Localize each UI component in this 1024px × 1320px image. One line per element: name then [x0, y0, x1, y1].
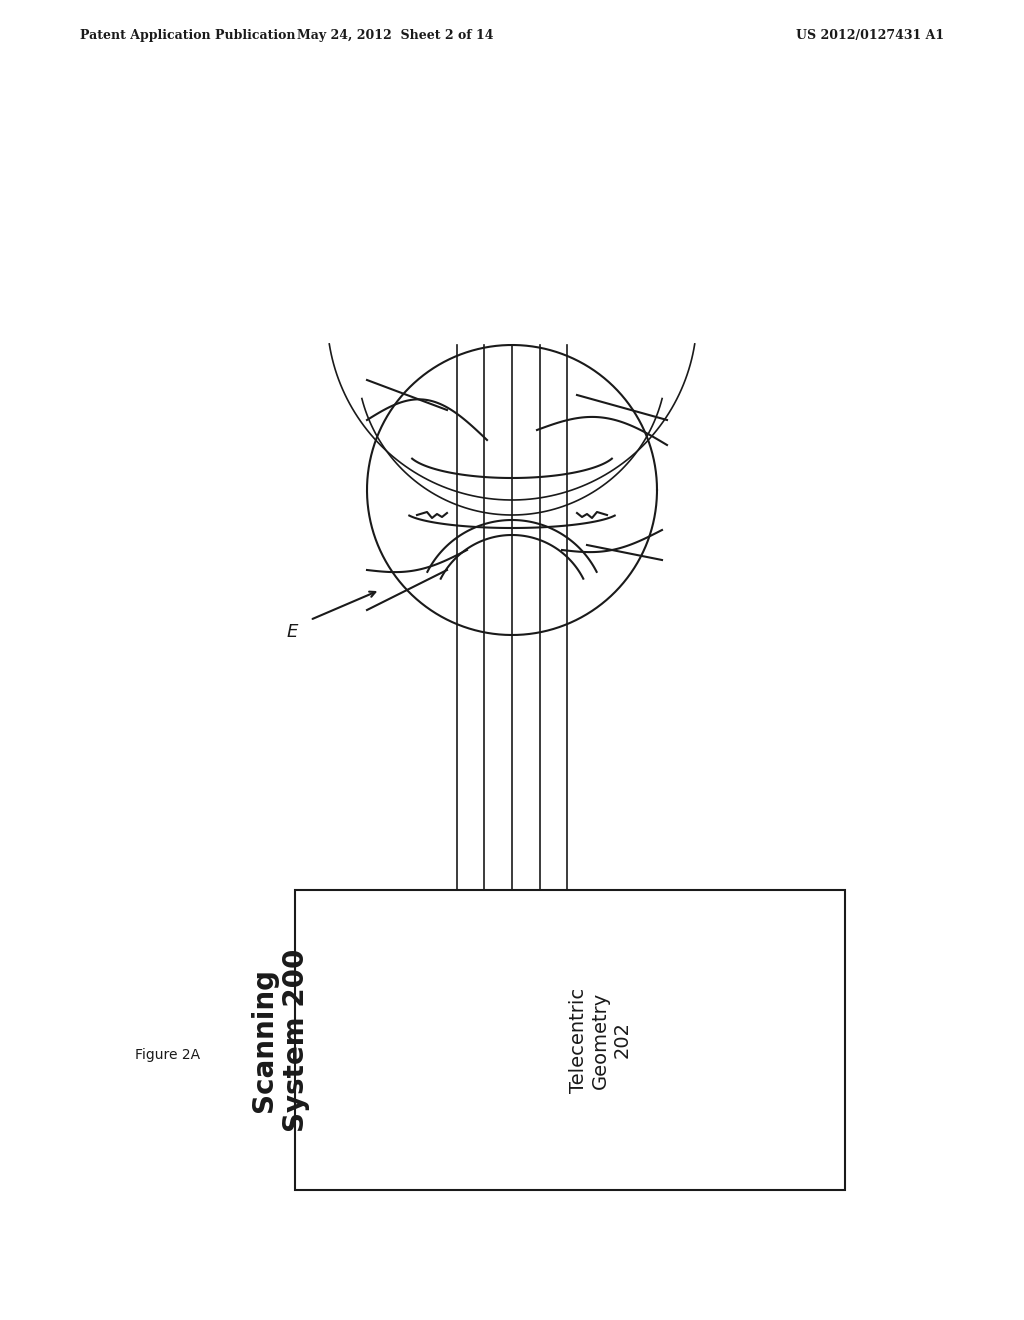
Text: US 2012/0127431 A1: US 2012/0127431 A1: [796, 29, 944, 41]
Text: Patent Application Publication: Patent Application Publication: [80, 29, 296, 41]
Text: Telecentric
Geometry
202: Telecentric Geometry 202: [568, 987, 632, 1093]
Text: E: E: [287, 623, 298, 642]
Bar: [295, 890, 845, 1191]
Text: Scanning
System 200: Scanning System 200: [250, 948, 310, 1131]
Text: Figure 2A: Figure 2A: [135, 1048, 200, 1063]
Text: May 24, 2012  Sheet 2 of 14: May 24, 2012 Sheet 2 of 14: [297, 29, 494, 41]
